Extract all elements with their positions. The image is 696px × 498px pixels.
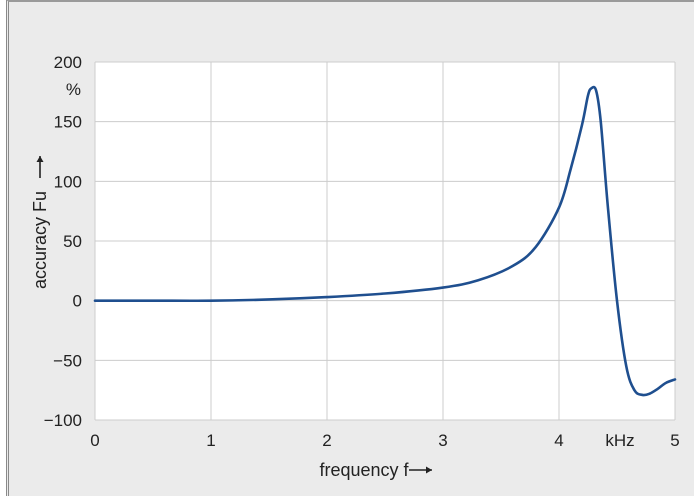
x-tick-label: 3: [438, 431, 447, 450]
grid-lines: [94, 61, 676, 421]
y-tick-label: 200: [54, 53, 82, 72]
y-tick-label: 50: [63, 232, 82, 251]
x-tick-label: 4: [554, 431, 563, 450]
series-group: [93, 85, 677, 397]
x-unit-label: kHz: [605, 431, 634, 450]
series-line: [93, 85, 677, 397]
x-tick-label: 2: [322, 431, 331, 450]
x-axis-title: frequency f: [319, 460, 432, 480]
y-axis-title-text: accuracy Fu: [30, 191, 50, 289]
x-tick-label: 0: [90, 431, 99, 450]
x-tick-label: 1: [206, 431, 215, 450]
y-axis-title: accuracy Fu: [30, 156, 50, 289]
y-tick-labels: 200 150 100 50 0 −50 −100: [44, 53, 82, 430]
y-tick-label: 0: [73, 292, 82, 311]
y-tick-label: 150: [54, 113, 82, 132]
y-tick-label: 100: [54, 172, 82, 191]
x-axis-arrow-icon: [409, 466, 432, 474]
x-tick-label: 5: [670, 431, 679, 450]
y-axis-arrow-icon: [36, 156, 44, 178]
x-tick-labels: 0 1 2 3 4 5: [90, 431, 679, 450]
y-tick-label: −50: [53, 351, 82, 370]
y-unit-label: %: [66, 80, 81, 99]
y-tick-label: −100: [44, 411, 82, 430]
x-axis-title-text: frequency f: [319, 460, 409, 480]
